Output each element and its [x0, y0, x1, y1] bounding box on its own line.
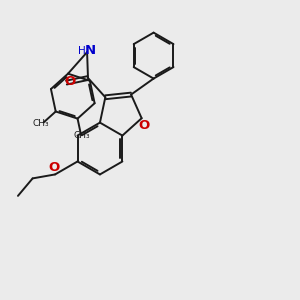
- Text: O: O: [48, 161, 59, 175]
- Text: O: O: [64, 75, 76, 88]
- Text: O: O: [138, 119, 150, 132]
- Text: N: N: [85, 44, 96, 57]
- Text: CH₃: CH₃: [74, 131, 90, 140]
- Text: CH₃: CH₃: [32, 119, 49, 128]
- Text: H: H: [78, 46, 86, 56]
